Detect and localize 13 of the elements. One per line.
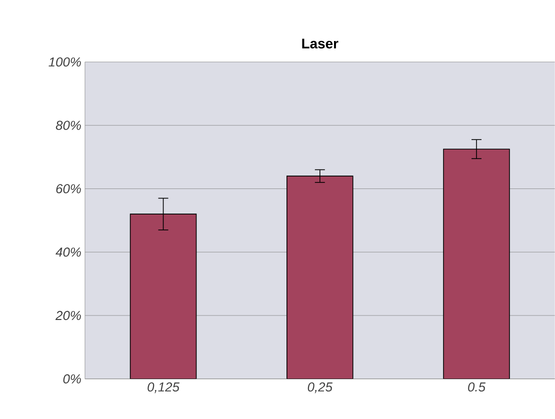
bar bbox=[130, 214, 197, 379]
x-tick-label: 0,25 bbox=[308, 382, 333, 394]
bar bbox=[443, 148, 510, 379]
y-tick-label: 20% bbox=[55, 310, 81, 320]
x-tick-label: 0.5 bbox=[468, 382, 486, 392]
x-tick-label: 0,125 bbox=[148, 382, 180, 394]
y-tick-label: 100% bbox=[48, 57, 81, 67]
y-tick-label: 80% bbox=[56, 120, 81, 130]
y-tick-label: 0% bbox=[63, 374, 81, 384]
bar bbox=[286, 176, 354, 379]
y-tick-label: 40% bbox=[56, 248, 81, 257]
chart-title: Laser bbox=[302, 38, 338, 49]
y-tick-label: 60% bbox=[56, 184, 81, 194]
